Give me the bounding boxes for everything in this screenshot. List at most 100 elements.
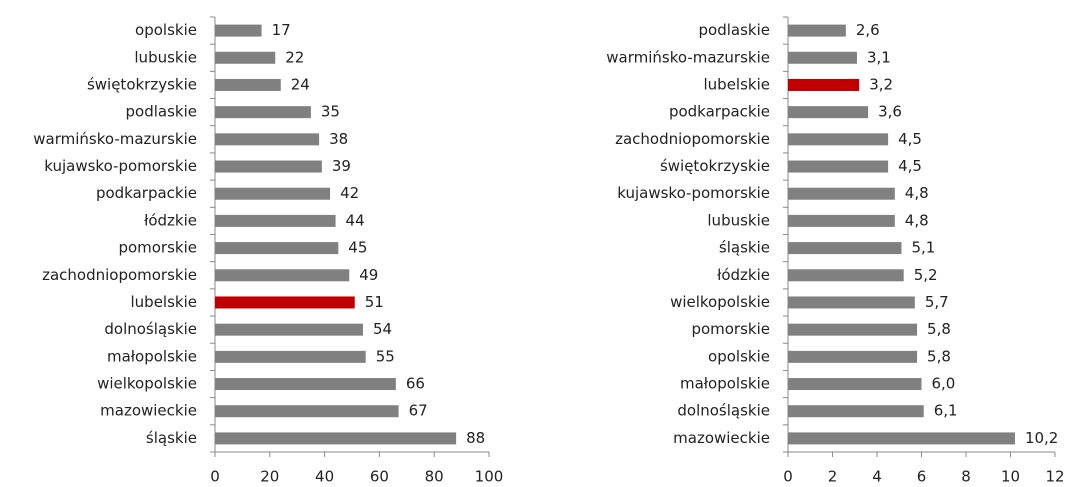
category-label: podkarpackie xyxy=(96,184,197,202)
data-label: 5,8 xyxy=(927,347,951,365)
bar xyxy=(788,133,889,146)
bar xyxy=(788,160,889,173)
category-label: małopolskie xyxy=(680,375,770,393)
category-label: dolnośląskie xyxy=(677,402,770,420)
data-label: 3,2 xyxy=(869,75,893,93)
data-label: 5,1 xyxy=(911,239,935,257)
x-tick-label: 60 xyxy=(370,468,389,486)
bar xyxy=(788,106,869,119)
x-tick-label: 0 xyxy=(783,468,793,486)
bar xyxy=(788,350,918,363)
bar xyxy=(215,24,262,37)
category-label: pomorskie xyxy=(118,239,197,257)
x-tick-label: 20 xyxy=(260,468,279,486)
data-label: 5,2 xyxy=(914,266,938,284)
category-label: zachodniopomorskie xyxy=(42,266,197,284)
category-label: łódzkie xyxy=(144,211,197,229)
x-tick-label: 8 xyxy=(961,468,971,486)
data-label: 6,1 xyxy=(934,402,958,420)
category-label: mazowieckie xyxy=(673,429,770,447)
category-label: wielkopolskie xyxy=(670,293,770,311)
bar xyxy=(788,242,902,255)
bar xyxy=(215,51,276,64)
category-label: mazowieckie xyxy=(100,402,197,420)
bar xyxy=(788,432,1015,445)
bar xyxy=(215,378,396,391)
data-label: 10,2 xyxy=(1025,429,1058,447)
x-tick-label: 40 xyxy=(315,468,334,486)
bar xyxy=(788,51,857,64)
bar xyxy=(788,269,904,282)
category-label: lubuskie xyxy=(134,48,197,66)
x-tick-label: 10 xyxy=(1001,468,1020,486)
x-tick-label: 0 xyxy=(210,468,220,486)
data-label: 4,8 xyxy=(905,211,929,229)
category-label: warmińsko-mazurskie xyxy=(606,48,770,66)
data-label: 67 xyxy=(409,402,428,420)
x-tick-label: 100 xyxy=(475,468,504,486)
bar xyxy=(788,78,860,91)
bar xyxy=(215,78,281,91)
category-label: śląskie xyxy=(719,239,770,257)
data-label: 54 xyxy=(373,320,392,338)
category-label: łódzkie xyxy=(717,266,770,284)
category-label: lubelskie xyxy=(131,293,198,311)
data-label: 4,5 xyxy=(898,157,922,175)
bar xyxy=(788,378,922,391)
category-label: świętokrzyskie xyxy=(87,75,197,93)
x-tick-label: 2 xyxy=(828,468,838,486)
bar xyxy=(215,106,311,119)
category-label: opolskie xyxy=(708,347,770,365)
bar xyxy=(788,405,924,418)
data-label: 35 xyxy=(321,103,340,121)
category-label: małopolskie xyxy=(107,347,197,365)
data-label: 3,6 xyxy=(878,103,902,121)
data-label: 6,0 xyxy=(932,375,956,393)
data-label: 88 xyxy=(466,429,485,447)
bar xyxy=(215,160,322,173)
category-label: zachodniopomorskie xyxy=(615,130,770,148)
data-label: 3,1 xyxy=(867,48,891,66)
data-label: 49 xyxy=(359,266,378,284)
bar xyxy=(215,405,399,418)
data-label: 38 xyxy=(329,130,348,148)
x-tick-label: 6 xyxy=(917,468,927,486)
category-label: podlaskie xyxy=(699,21,770,39)
bar xyxy=(788,296,915,309)
bar xyxy=(788,187,895,200)
data-label: 2,6 xyxy=(856,21,880,39)
category-label: pomorskie xyxy=(691,320,770,338)
bar xyxy=(215,133,320,146)
category-label: kujawsko-pomorskie xyxy=(617,184,770,202)
bar xyxy=(788,24,846,37)
category-label: świętokrzyskie xyxy=(660,157,770,175)
x-tick-label: 12 xyxy=(1045,468,1064,486)
category-label: dolnośląskie xyxy=(104,320,197,338)
bar xyxy=(788,214,895,227)
data-label: 5,7 xyxy=(925,293,949,311)
category-label: kujawsko-pomorskie xyxy=(44,157,197,175)
bar xyxy=(788,323,918,336)
category-label: podlaskie xyxy=(126,103,197,121)
data-label: 42 xyxy=(340,184,359,202)
bar xyxy=(215,269,350,282)
data-label: 4,8 xyxy=(905,184,929,202)
data-label: 17 xyxy=(272,21,291,39)
category-label: opolskie xyxy=(135,21,197,39)
data-label: 24 xyxy=(291,75,310,93)
data-label: 22 xyxy=(285,48,304,66)
x-tick-label: 4 xyxy=(872,468,882,486)
bar xyxy=(215,432,457,445)
data-label: 44 xyxy=(346,211,365,229)
data-label: 39 xyxy=(332,157,351,175)
bar xyxy=(215,214,336,227)
category-label: warmińsko-mazurskie xyxy=(33,130,197,148)
bar xyxy=(215,350,366,363)
bar xyxy=(215,296,355,309)
data-label: 5,8 xyxy=(927,320,951,338)
bar xyxy=(215,187,331,200)
x-tick-label: 80 xyxy=(425,468,444,486)
category-label: wielkopolskie xyxy=(97,375,197,393)
data-label: 45 xyxy=(348,239,367,257)
